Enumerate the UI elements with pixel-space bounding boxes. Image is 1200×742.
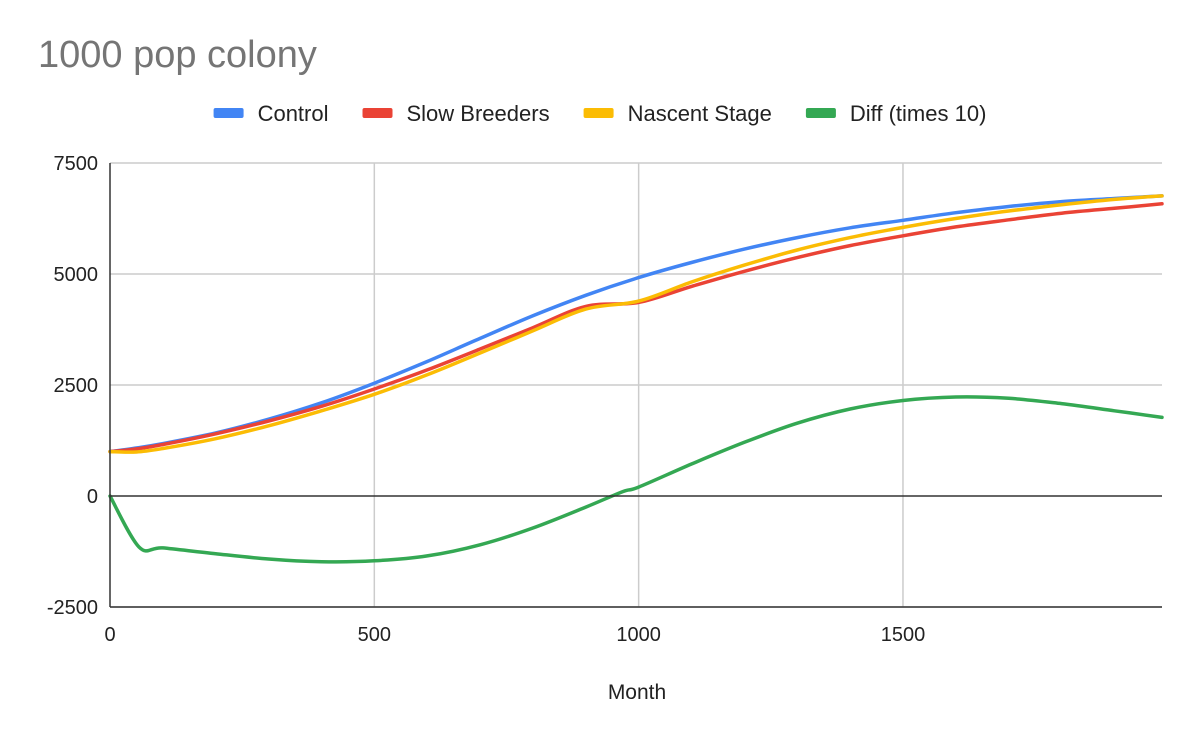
x-tick-label: 0 xyxy=(104,624,115,646)
legend-swatch xyxy=(805,108,836,118)
legend-label: Slow Breeders xyxy=(407,101,550,126)
series-line-diff-times-10 xyxy=(108,395,1164,564)
legend-item-nascent-stage[interactable]: Nascent Stage xyxy=(583,101,772,126)
y-tick-label: 2500 xyxy=(54,375,99,397)
legend: Control Slow Breeders Nascent Stage Diff (t… xyxy=(213,101,987,126)
y-tick-label: 0 xyxy=(87,486,98,508)
x-tick-label: 1500 xyxy=(881,624,926,646)
legend-label: Control xyxy=(258,101,329,126)
gridlines xyxy=(110,162,1162,608)
chart-title: 1000 pop colony xyxy=(38,34,317,76)
legend-item-control[interactable]: Control xyxy=(213,101,329,126)
legend-swatch xyxy=(213,108,244,118)
legend-swatch xyxy=(362,108,393,118)
x-axis-title: Month xyxy=(608,681,666,704)
y-tick-label: 7500 xyxy=(54,153,99,175)
legend-item-diff-times-10[interactable]: Diff (times 10) xyxy=(805,101,987,126)
series-lines xyxy=(108,194,1164,564)
legend-label: Diff (times 10) xyxy=(850,101,987,126)
series-line-nascent-stage xyxy=(108,194,1164,454)
legend-label: Nascent Stage xyxy=(628,101,772,126)
y-tick-label: -2500 xyxy=(47,597,98,619)
series-line-slow-breeders xyxy=(108,202,1164,454)
axes: -2500 0 2500 5000 7500 0 500 1000 1500 xyxy=(47,153,1162,646)
x-tick-label: 500 xyxy=(358,624,391,646)
y-tick-label: 5000 xyxy=(54,264,99,286)
x-tick-label: 1000 xyxy=(616,624,661,646)
legend-swatch xyxy=(583,108,614,118)
legend-item-slow-breeders[interactable]: Slow Breeders xyxy=(362,101,550,126)
series-line-control xyxy=(108,194,1164,454)
